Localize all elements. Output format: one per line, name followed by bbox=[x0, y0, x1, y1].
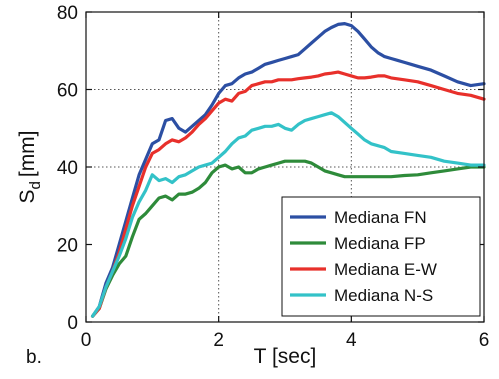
y-axis-title-subscript: d bbox=[27, 181, 44, 189]
y-tick-label-60: 60 bbox=[57, 81, 78, 102]
legend-label-mediana-n-s: Mediana N-S bbox=[334, 286, 433, 305]
series-lines bbox=[91, 22, 486, 318]
legend-label-mediana-e-w: Mediana E-W bbox=[334, 260, 437, 279]
x-tick-label-6: 6 bbox=[479, 330, 490, 351]
x-tick-label-4: 4 bbox=[346, 330, 357, 351]
y-axis-title: Sd [mm] bbox=[16, 130, 44, 203]
series-line-mediana-fp bbox=[91, 159, 486, 318]
series-line-mediana-fn bbox=[91, 22, 486, 318]
x-tick-label-2: 2 bbox=[213, 330, 224, 351]
x-axis-title: T [sec] bbox=[254, 345, 317, 368]
series-line-mediana-n-s bbox=[91, 111, 486, 318]
legend-label-mediana-fn: Mediana FN bbox=[334, 208, 427, 227]
panel-label: b. bbox=[26, 347, 42, 368]
series-line-mediana-e-w bbox=[91, 70, 486, 318]
legend: Mediana FN Mediana FP Mediana E-W Mediana N… bbox=[281, 196, 481, 317]
y-tick-label-0: 0 bbox=[67, 313, 78, 334]
y-tick-label-80: 80 bbox=[57, 3, 78, 24]
x-tick-label-0: 0 bbox=[81, 330, 92, 351]
y-axis-title-main: S bbox=[16, 189, 39, 203]
y-tick-label-40: 40 bbox=[57, 158, 78, 179]
legend-label-mediana-fp: Mediana FP bbox=[334, 234, 426, 253]
y-axis-title-unit: [mm] bbox=[16, 130, 39, 177]
y-tick-label-20: 20 bbox=[57, 236, 78, 257]
